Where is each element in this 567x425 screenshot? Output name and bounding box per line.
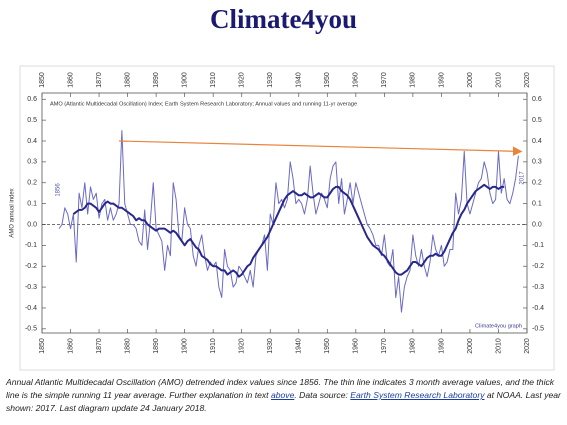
x-tick-label-top: 1910: [210, 72, 217, 88]
caption-text: . Data source:: [294, 390, 351, 400]
y2-tick-label: 0.6: [532, 96, 542, 103]
site-title: Climate4you: [210, 4, 357, 34]
y-tick-label: 0.5: [27, 117, 37, 124]
series-line: [58, 130, 519, 313]
y-tick-label: 0.4: [27, 138, 37, 145]
y2-tick-label: -0.5: [532, 326, 544, 333]
x-tick-label-top: 1960: [353, 72, 360, 88]
x-tick-label-bottom: 1880: [124, 338, 131, 354]
x-tick-label-bottom: 1860: [67, 338, 74, 354]
x-tick-label-bottom: 1910: [210, 338, 217, 354]
x-tick-label-top: 1920: [239, 72, 246, 88]
y-tick-label: 0.0: [27, 221, 37, 228]
x-tick-label-bottom: 1980: [410, 338, 417, 354]
end-year-label: 2017: [520, 171, 526, 185]
y-tick-label: -0.3: [25, 284, 37, 291]
y-tick-label: -0.5: [25, 326, 37, 333]
y-tick-label: -0.1: [25, 242, 37, 249]
x-tick-label-top: 2010: [495, 72, 502, 88]
x-tick-label-bottom: 1960: [353, 338, 360, 354]
y2-tick-label: 0.4: [532, 138, 542, 145]
y2-tick-label: -0.1: [532, 242, 544, 249]
x-tick-label-bottom: 1940: [296, 338, 303, 354]
x-tick-label-bottom: 1870: [96, 338, 103, 354]
x-tick-label-bottom: 1900: [181, 338, 188, 354]
credit-label: Climate4you graph: [475, 323, 522, 329]
x-tick-label-bottom: 1970: [381, 338, 388, 354]
caption-text: at NOAA. Last year shown: 2017. Last dia…: [6, 390, 561, 413]
y-tick-label: -0.2: [25, 263, 37, 270]
x-tick-label-bottom: 1920: [239, 338, 246, 354]
chart-title: AMO (Atlantic Multidecadal Oscillation) …: [50, 101, 357, 107]
x-tick-label-bottom: 1990: [438, 338, 445, 354]
y-tick-label: -0.4: [25, 305, 37, 312]
series-line: [72, 183, 505, 278]
x-tick-label-bottom: 1950: [324, 338, 331, 354]
x-tick-label-top: 1990: [438, 72, 445, 88]
x-tick-label-top: 1980: [410, 72, 417, 88]
y2-tick-label: 0.0: [532, 221, 542, 228]
x-tick-label-bottom: 2020: [524, 338, 531, 354]
y-axis-label: AMO annual index: [10, 188, 16, 237]
x-tick-label-top: 1970: [381, 72, 388, 88]
x-tick-label-top: 2000: [467, 72, 474, 88]
x-tick-label-top: 1860: [67, 72, 74, 88]
chart: AMO (Atlantic Multidecadal Oscillation) …: [10, 65, 555, 371]
x-tick-label-top: 1900: [181, 72, 188, 88]
y2-tick-label: -0.4: [532, 305, 544, 312]
y-tick-label: 0.2: [27, 180, 37, 187]
x-tick-label-top: 1930: [267, 72, 274, 88]
x-tick-label-top: 1940: [296, 72, 303, 88]
y2-tick-label: 0.5: [532, 117, 542, 124]
x-tick-label-bottom: 2010: [495, 338, 502, 354]
trend-arrow: [119, 140, 523, 157]
y2-tick-label: 0.1: [532, 200, 542, 207]
x-tick-label-bottom: 2000: [467, 338, 474, 354]
x-tick-label-top: 1870: [96, 72, 103, 88]
y-tick-label: 0.3: [27, 159, 37, 166]
start-year-label: 1856: [56, 183, 62, 197]
caption: Annual Atlantic Multidecadal Oscillation…: [6, 376, 562, 415]
y2-tick-label: 0.2: [532, 180, 542, 187]
plot-frame: [41, 92, 528, 334]
y-tick-label: 0.6: [27, 96, 37, 103]
y2-tick-label: 0.3: [532, 159, 542, 166]
x-tick-label-bottom: 1890: [153, 338, 160, 354]
chart-frame: [19, 65, 555, 371]
x-tick-label-top: 1950: [324, 72, 331, 88]
y-tick-label: 0.1: [27, 200, 37, 207]
y2-tick-label: -0.2: [532, 263, 544, 270]
x-tick-label-top: 1890: [153, 72, 160, 88]
caption-text: Annual Atlantic Multidecadal Oscillation…: [6, 377, 555, 400]
x-tick-label-bottom: 1930: [267, 338, 274, 354]
x-tick-label-bottom: 1850: [39, 338, 46, 354]
x-tick-label-top: 2020: [524, 72, 531, 88]
caption-link[interactable]: Earth System Research Laboratory: [350, 390, 485, 400]
caption-link[interactable]: above: [270, 390, 295, 400]
x-tick-label-top: 1880: [124, 72, 131, 88]
x-tick-label-top: 1850: [39, 72, 46, 88]
y2-tick-label: -0.3: [532, 284, 544, 291]
